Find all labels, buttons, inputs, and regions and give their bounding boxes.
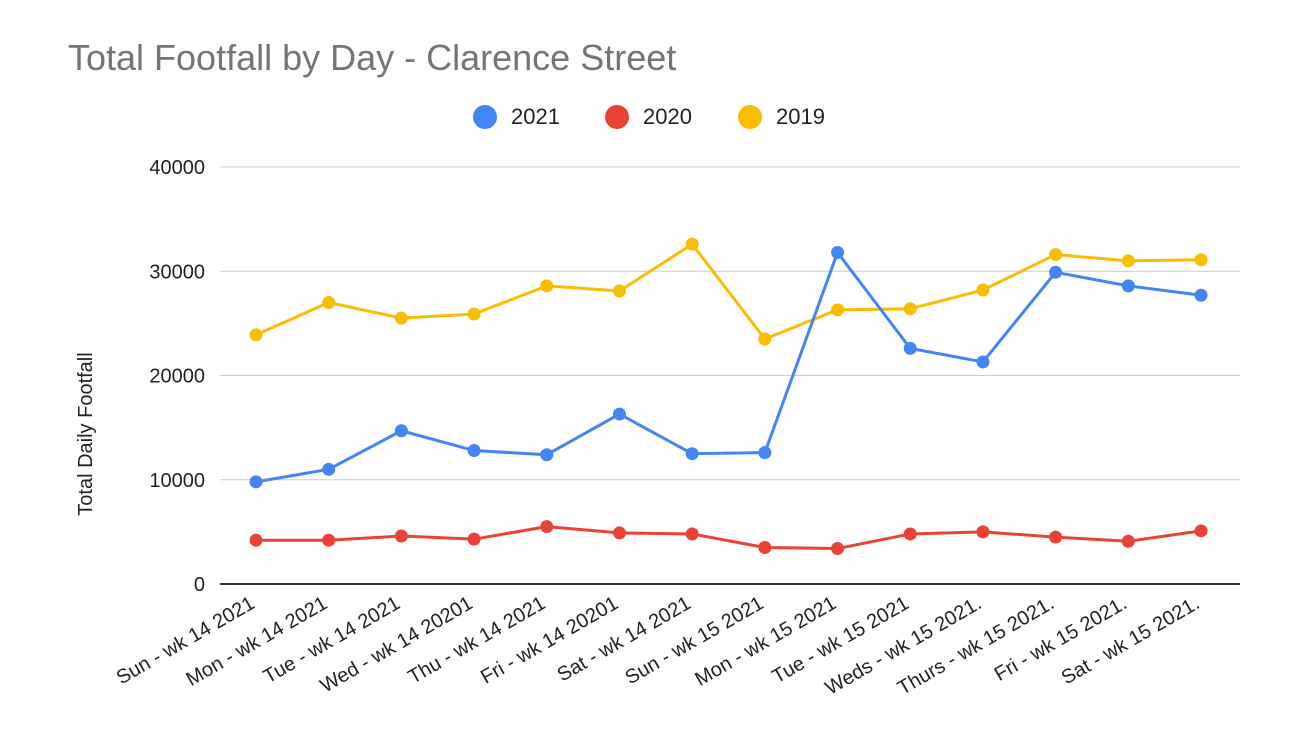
data-point-2019[interactable] [903,302,917,316]
data-point-2021[interactable] [322,462,336,476]
series-line-2020 [254,525,1203,551]
y-tick-label: 30000 [149,261,205,283]
data-point-2021[interactable] [540,448,554,462]
data-point-2019[interactable] [612,284,626,298]
data-point-2019[interactable] [540,279,554,293]
legend-label-2020: 2020 [643,104,692,129]
data-point-2020[interactable] [612,526,626,540]
data-point-2020[interactable] [1194,524,1208,538]
y-tick-label: 10000 [149,470,205,492]
data-point-2019[interactable] [1121,254,1135,268]
y-tick-label: 20000 [149,366,205,388]
data-point-2021[interactable] [1121,279,1135,293]
data-point-2020[interactable] [467,532,481,546]
data-point-2021[interactable] [1194,288,1208,302]
legend-item-2021[interactable]: 2021 [473,104,560,129]
legend: 2021 2020 2019 [473,104,825,129]
data-point-2021[interactable] [249,475,263,489]
data-point-2020[interactable] [1121,534,1135,548]
data-point-2021[interactable] [831,245,845,259]
data-point-2019[interactable] [1049,248,1063,262]
data-point-2020[interactable] [1049,530,1063,544]
y-axis-ticks: 0 10000 20000 30000 40000 [149,157,205,596]
data-point-2021[interactable] [394,424,408,438]
chart-title: Total Footfall by Day - Clarence Street [68,37,676,78]
y-tick-label: 40000 [149,157,205,179]
data-point-2021[interactable] [976,355,990,369]
data-point-2019[interactable] [249,328,263,342]
data-point-2021[interactable] [903,341,917,355]
data-point-2019[interactable] [685,237,699,251]
data-point-2020[interactable] [322,533,336,547]
series-line-2021 [254,250,1203,484]
data-point-2019[interactable] [831,303,845,317]
y-axis-title: Total Daily Footfall [75,352,97,515]
legend-marker-2020 [605,105,629,129]
data-point-2020[interactable] [758,541,772,555]
data-point-2020[interactable] [831,542,845,556]
legend-label-2019: 2019 [776,104,825,129]
legend-marker-2019 [738,105,762,129]
data-point-2020[interactable] [540,520,554,534]
legend-marker-2021 [473,105,497,129]
data-point-2021[interactable] [467,444,481,458]
series-layer [249,237,1208,556]
data-point-2019[interactable] [976,283,990,297]
data-point-2020[interactable] [394,529,408,543]
data-point-2019[interactable] [758,332,772,346]
data-point-2021[interactable] [685,447,699,461]
legend-item-2019[interactable]: 2019 [738,104,825,129]
gridlines [220,166,1240,585]
data-point-2021[interactable] [758,446,772,460]
y-tick-label: 0 [194,574,205,596]
data-point-2020[interactable] [685,527,699,541]
series-line-2019 [254,242,1203,341]
data-point-2020[interactable] [903,527,917,541]
data-point-2019[interactable] [1194,253,1208,267]
data-point-2020[interactable] [976,525,990,539]
data-point-2019[interactable] [467,307,481,321]
data-point-2019[interactable] [394,311,408,325]
data-point-2020[interactable] [249,533,263,547]
data-point-2019[interactable] [322,296,336,310]
legend-item-2020[interactable]: 2020 [605,104,692,129]
data-point-2021[interactable] [612,407,626,421]
data-point-2021[interactable] [1049,265,1063,279]
legend-label-2021: 2021 [511,104,560,129]
